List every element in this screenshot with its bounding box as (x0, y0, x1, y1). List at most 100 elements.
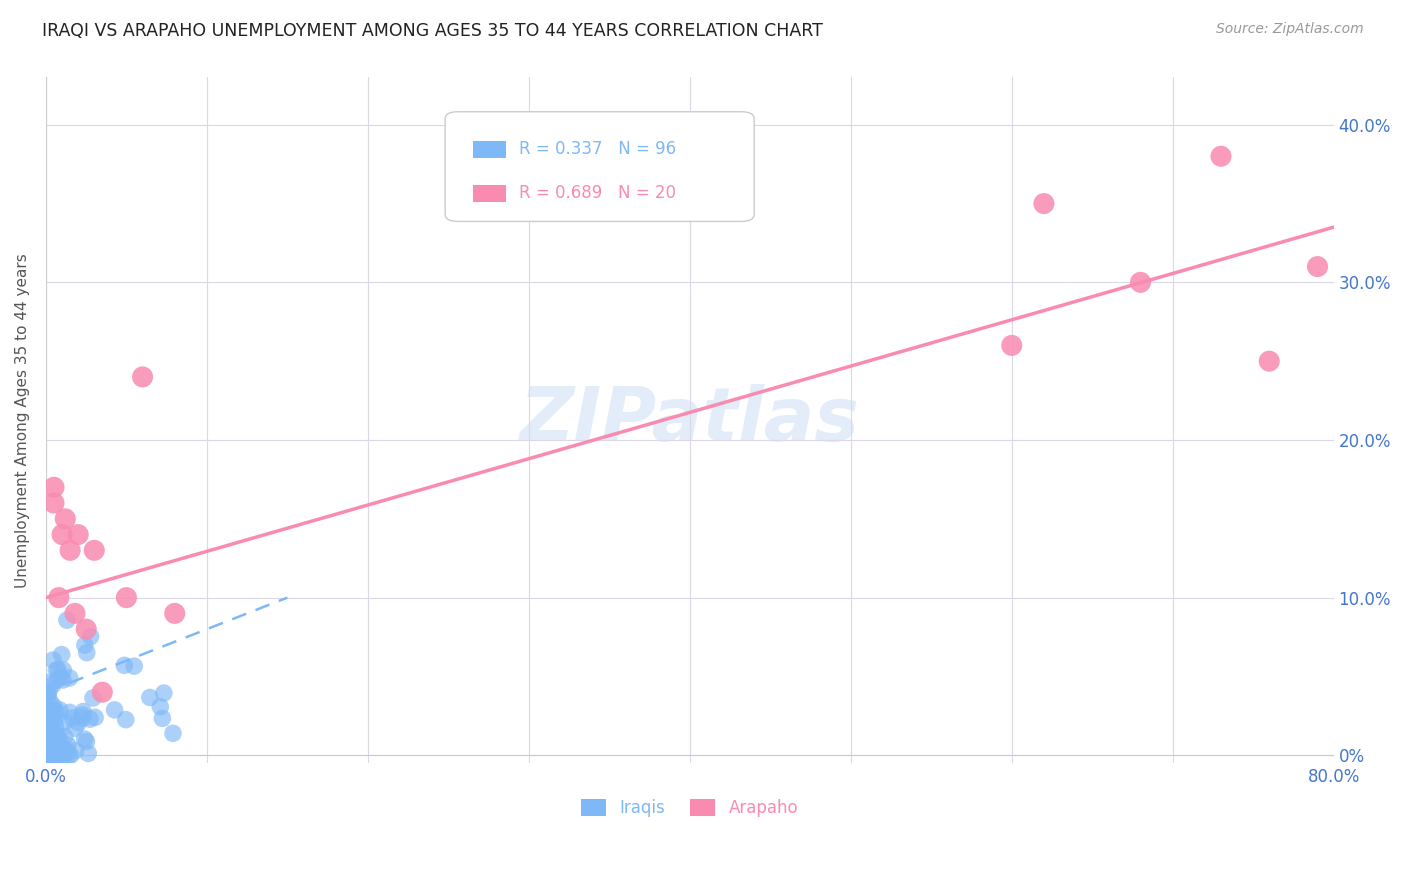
Point (37, 704, 59, 718)
Point (35, 711, 58, 725)
Point (77, 747, 100, 761)
Point (63, 607, 86, 621)
Point (59, 748, 82, 763)
Point (1258, 354, 1281, 368)
Point (42, 748, 65, 763)
Point (122, 659, 145, 673)
Point (35, 748, 58, 763)
Point (48, 729, 70, 743)
Point (42, 704, 65, 718)
Point (114, 713, 136, 727)
Point (39, 695, 62, 709)
Point (44, 734, 66, 748)
Point (38, 732, 60, 747)
Point (162, 726, 184, 740)
Point (73, 732, 96, 747)
Point (115, 591, 138, 605)
Point (103, 703, 125, 717)
Point (41, 748, 63, 763)
Point (82, 690, 104, 705)
Point (150, 711, 173, 725)
Point (41, 732, 63, 747)
Point (67, 527, 90, 541)
Point (35, 728, 58, 742)
Point (38, 748, 60, 763)
Point (1306, 260, 1329, 274)
Text: R = 0.337   N = 96: R = 0.337 N = 96 (519, 140, 676, 158)
Point (163, 607, 186, 621)
Text: ZIPatlas: ZIPatlas (520, 384, 860, 457)
Point (51, 748, 73, 763)
Point (37, 735, 59, 749)
Point (42, 748, 65, 763)
Point (39, 748, 62, 763)
Point (131, 370, 153, 384)
Point (37, 726, 59, 740)
Point (38, 684, 60, 698)
Point (58, 748, 80, 763)
Point (42, 699, 65, 714)
Legend: Iraqis, Arapaho: Iraqis, Arapaho (575, 792, 806, 823)
Point (44, 729, 66, 743)
Point (53, 748, 76, 763)
Point (42, 740, 65, 755)
Point (39, 726, 62, 740)
Point (53, 730, 76, 744)
Point (56, 613, 79, 627)
Point (112, 658, 135, 673)
Point (153, 686, 176, 700)
Point (149, 699, 172, 714)
Point (42, 677, 65, 691)
Text: Source: ZipAtlas.com: Source: ZipAtlas.com (1216, 22, 1364, 37)
Point (37, 729, 59, 743)
Point (56, 743, 79, 757)
Point (83, 543, 105, 558)
Point (46, 671, 69, 685)
Point (76, 734, 98, 748)
Point (84, 710, 107, 724)
Point (42, 653, 65, 667)
Point (39, 740, 62, 755)
Point (51, 671, 73, 685)
Y-axis label: Unemployment Among Ages 35 to 44 years: Unemployment Among Ages 35 to 44 years (15, 253, 30, 588)
Point (79, 712, 101, 726)
Point (37, 722, 59, 736)
Point (37, 675, 59, 690)
Point (44, 748, 66, 763)
Point (39, 718, 62, 732)
Point (44, 719, 66, 733)
Bar (474, 141, 506, 158)
Point (72, 705, 94, 719)
Point (44, 728, 66, 742)
Point (91, 685, 114, 699)
Point (48, 591, 70, 605)
Text: R = 0.689   N = 20: R = 0.689 N = 20 (519, 185, 675, 202)
Point (73, 638, 96, 652)
Point (48, 733, 70, 747)
Point (65, 743, 87, 757)
Point (51, 527, 73, 541)
Point (53, 512, 76, 526)
Point (35, 735, 58, 749)
Point (39, 714, 62, 729)
Point (39, 738, 62, 752)
Point (1129, 276, 1152, 290)
Point (42, 480, 65, 494)
Point (49, 747, 72, 761)
FancyBboxPatch shape (446, 112, 754, 221)
Point (60, 711, 83, 725)
Point (53, 715, 76, 730)
Point (58, 706, 80, 720)
Point (37, 719, 59, 733)
Point (44, 714, 66, 728)
Point (72, 708, 94, 723)
Point (75, 622, 97, 636)
Point (79, 630, 101, 644)
Point (139, 690, 162, 705)
Point (35, 745, 58, 759)
Point (48, 731, 70, 746)
Point (37, 686, 59, 700)
Point (1001, 338, 1024, 352)
Point (52, 663, 75, 677)
Point (35, 735, 58, 749)
